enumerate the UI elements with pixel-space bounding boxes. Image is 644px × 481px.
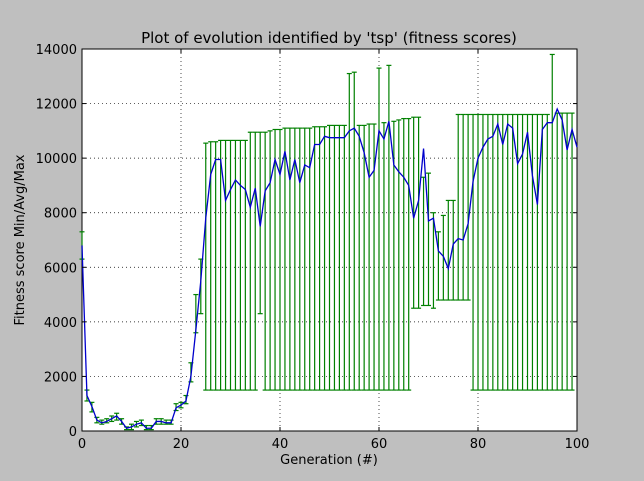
y-tick-label: 6000 — [44, 261, 77, 276]
x-tick-label: 80 — [470, 437, 487, 452]
x-tick-label: 40 — [272, 437, 289, 452]
x-tick-label: 100 — [565, 437, 590, 452]
grid — [82, 49, 577, 431]
y-tick-label: 14000 — [36, 43, 77, 58]
chart-title: Plot of evolution identified by 'tsp' (f… — [141, 29, 517, 47]
y-tick-label: 12000 — [36, 98, 77, 113]
avg-line-group — [81, 107, 578, 430]
x-tick-label: 20 — [173, 437, 190, 452]
y-tick-label: 10000 — [36, 152, 77, 167]
y-axis-label: Fitness score Min/Avg/Max — [13, 154, 28, 325]
y-tick-label: 4000 — [44, 316, 77, 331]
x-axis-label: Generation (#) — [280, 453, 378, 468]
x-tick-label: 0 — [78, 437, 86, 452]
y-tick-label: 0 — [69, 425, 77, 440]
y-tick-label: 8000 — [44, 207, 77, 222]
x-tick-label: 60 — [371, 437, 388, 452]
y-tick-label: 2000 — [44, 370, 77, 385]
axes: 0 20 40 60 80 100 0 2000 4000 6000 8000 10000 12000 1… — [36, 43, 590, 452]
avg-fitness-line — [81, 107, 578, 430]
